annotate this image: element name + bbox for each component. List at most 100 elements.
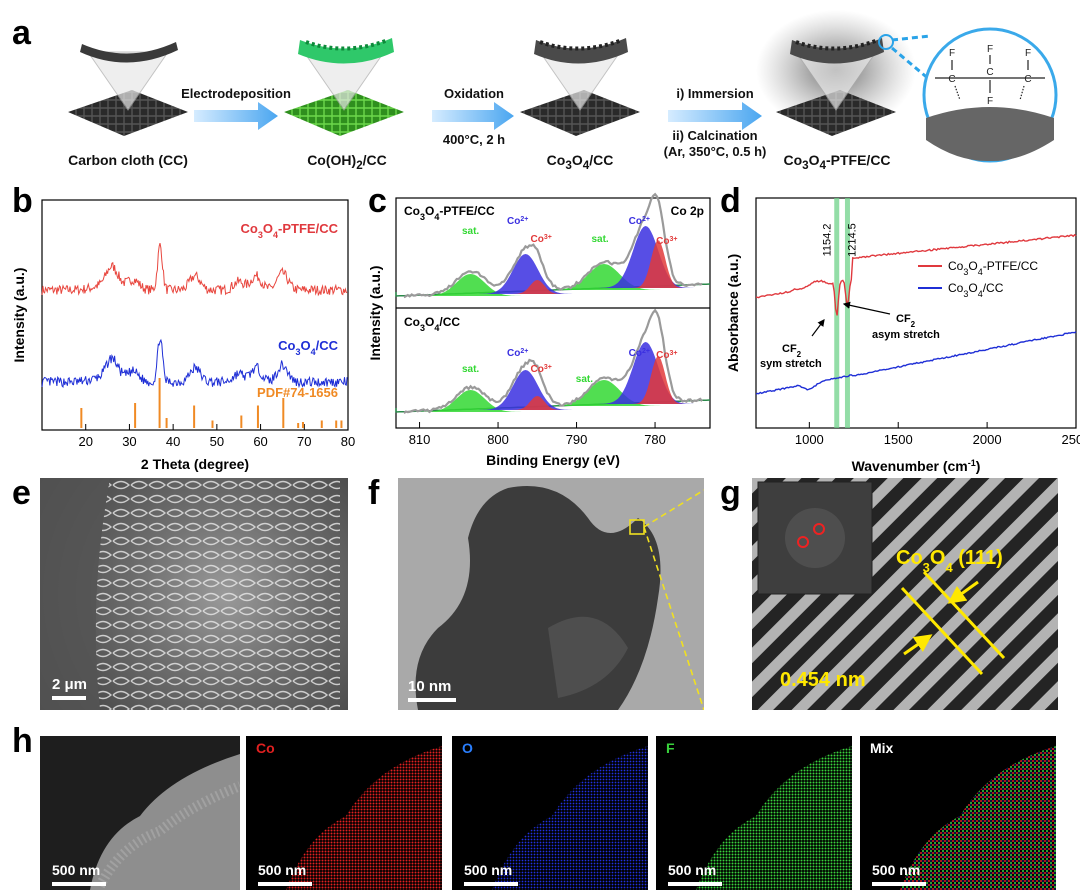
atom-c-3: C — [1024, 74, 1031, 85]
arrow-label-calcination: ii) Calcination (Ar, 350°C, 0.5 h) — [663, 128, 767, 159]
eds-sem-scale-label: 500 nm — [52, 862, 101, 878]
panel-label-e: e — [12, 474, 31, 512]
xrd-series-co3o4 — [41, 338, 348, 389]
panel-label-c: c — [368, 182, 387, 220]
synthesis-schematic: C C C F F F F — [68, 10, 1058, 163]
xrd-xtick-4: 60 — [253, 434, 267, 449]
xps-title-bottom: Co3O4/CC — [404, 315, 460, 333]
xrd-label-ptfe: Co3O4-PTFE/CC — [241, 221, 339, 240]
ftir-annot-asym-2: asym stretch — [872, 329, 940, 341]
ftir-ylabel: Absorbance (a.u.) — [725, 254, 741, 372]
ftir-legend-label-1: Co3O4/CC — [948, 281, 1004, 299]
arrow-label-oxidation-cond: 400°C, 2 h — [442, 132, 506, 147]
arrow-1 — [194, 102, 278, 130]
xrd-label-pdf: PDF#74-1656 — [257, 385, 338, 400]
xps-peak-label-4: Co2+ — [629, 216, 650, 228]
atom-c-2: C — [986, 67, 993, 78]
xps-xlabel: Binding Energy (eV) — [486, 452, 620, 468]
arrow-label-electrodeposition: Electrodeposition — [181, 86, 291, 101]
xps-peak-label-10: Co2+ — [629, 348, 650, 360]
ftir-annot-asym-1: CF2 — [896, 313, 916, 329]
xrd-xtick-0: 20 — [78, 434, 92, 449]
fft-spot-1 — [797, 536, 809, 548]
ftir-series-co3o4 — [755, 331, 1077, 395]
co3o4-ptfe-cc-illustration — [756, 10, 931, 136]
xps-co3-peak-2 — [396, 240, 710, 288]
hrtem-image: Co3O4 (111) 0.454 nm — [752, 478, 1058, 710]
eds-f-scalebar — [668, 882, 722, 886]
xps-peak-label-1: Co2+ — [507, 216, 528, 228]
atom-f-2: F — [987, 44, 993, 55]
eds-mix-scale-label: 500 nm — [872, 862, 921, 878]
cooh2-cc-illustration — [284, 38, 404, 136]
arrow-label-oxidation: Oxidation — [444, 86, 504, 101]
sem-texture — [40, 478, 340, 710]
xps-xtick-1: 800 — [487, 432, 509, 447]
sem-scale-label: 2 μm — [52, 676, 88, 693]
eds-map-o: O 500 nm — [452, 736, 648, 890]
ftir-annot-sym-2: sym stretch — [760, 358, 822, 370]
xrd-xtick-5: 70 — [297, 434, 311, 449]
xrd-ylabel: Intensity (a.u.) — [11, 268, 27, 363]
ftir-xlabel: Wavenumber (cm-1) — [852, 458, 981, 474]
xps-peak-label-5: Co3+ — [656, 236, 677, 248]
ftir-series-ptfe — [755, 233, 1077, 316]
step-label-co3o4: Co3O4/CC — [546, 152, 614, 172]
xps-co2-peak-2 — [396, 342, 710, 404]
tem-image: 10 nm — [398, 478, 704, 710]
hrtem-spacing-label: 0.454 nm — [780, 669, 866, 691]
arrow-2 — [432, 102, 514, 130]
ftir-band-1 — [844, 198, 850, 428]
panel-label-d: d — [720, 182, 741, 220]
ftir-annot-sym-1: CF2 — [782, 343, 802, 359]
ftir-xtick-3: 2500 — [1062, 432, 1080, 447]
xps-co2-peak-2 — [396, 226, 710, 288]
xrd-xtick-3: 50 — [210, 434, 224, 449]
arrow-label-immersion: i) Immersion — [676, 86, 754, 101]
xrd-reference-bars — [80, 378, 343, 428]
eds-label-o: O — [462, 740, 473, 756]
eds-sem-scalebar — [52, 882, 106, 886]
eds-label-mix: Mix — [870, 740, 894, 756]
xps-sat-peak-1 — [396, 274, 710, 296]
panel-label-h: h — [12, 722, 33, 760]
xps-peak-label-0: sat. — [462, 226, 479, 237]
xps-chart: 810 800 790 780 Co3O4-PTFE/CC Co 2p Co3O4/C… — [367, 192, 711, 468]
xrd-xlabel: 2 Theta (degree) — [141, 456, 249, 472]
xrd-xtick-1: 30 — [122, 434, 136, 449]
ftir-band-label-1: 1214.5 — [846, 223, 858, 257]
xps-peak-label-2: Co3+ — [531, 234, 552, 246]
eds-map-mix: Mix 500 nm — [860, 736, 1056, 890]
eds-map-sem: 500 nm — [40, 736, 240, 890]
xps-ylabel: Intensity (a.u.) — [367, 266, 383, 361]
panel-label-b: b — [12, 182, 33, 220]
xrd-label-co3o4: Co3O4/CC — [278, 338, 339, 357]
step-label-cooh2: Co(OH)2/CC — [307, 152, 387, 172]
atom-f-3: F — [1025, 48, 1031, 59]
xps-top-spectrum — [395, 192, 711, 299]
eds-o-scalebar — [464, 882, 518, 886]
ptfe-molecule-zoom: C C C F F F F — [922, 27, 1058, 163]
xrd-xtick-6: 80 — [341, 434, 355, 449]
ftir-band-label-0: 1154.2 — [822, 224, 834, 257]
eds-label-co: Co — [256, 740, 275, 756]
ftir-xtick-2: 2000 — [973, 432, 1002, 447]
tem-scalebar — [408, 698, 456, 702]
ftir-xtick-1: 1500 — [884, 432, 913, 447]
xps-peak-label-3: sat. — [591, 234, 608, 245]
ftir-chart: 1154.2 1214.5 1000 1500 2000 2500 Co3O4-PTFE… — [725, 197, 1080, 474]
carbon-cloth-illustration — [68, 42, 188, 136]
eds-f-scale-label: 500 nm — [668, 862, 717, 878]
xps-peak-label-11: Co3+ — [656, 350, 677, 362]
step-label-co3o4-ptfe: Co3O4-PTFE/CC — [783, 152, 891, 172]
eds-co-scalebar — [258, 882, 312, 886]
eds-map-co: Co 500 nm — [246, 736, 442, 890]
eds-o-scale-label: 500 nm — [464, 862, 513, 878]
panel-label-a: a — [12, 14, 31, 52]
atom-c-1: C — [948, 74, 955, 85]
xps-sat-peak-1 — [396, 390, 710, 412]
xps-peak-label-7: Co2+ — [507, 348, 528, 360]
co3o4-cc-illustration — [520, 38, 640, 136]
xrd-xtick-2: 40 — [166, 434, 180, 449]
eds-label-f: F — [666, 740, 675, 756]
